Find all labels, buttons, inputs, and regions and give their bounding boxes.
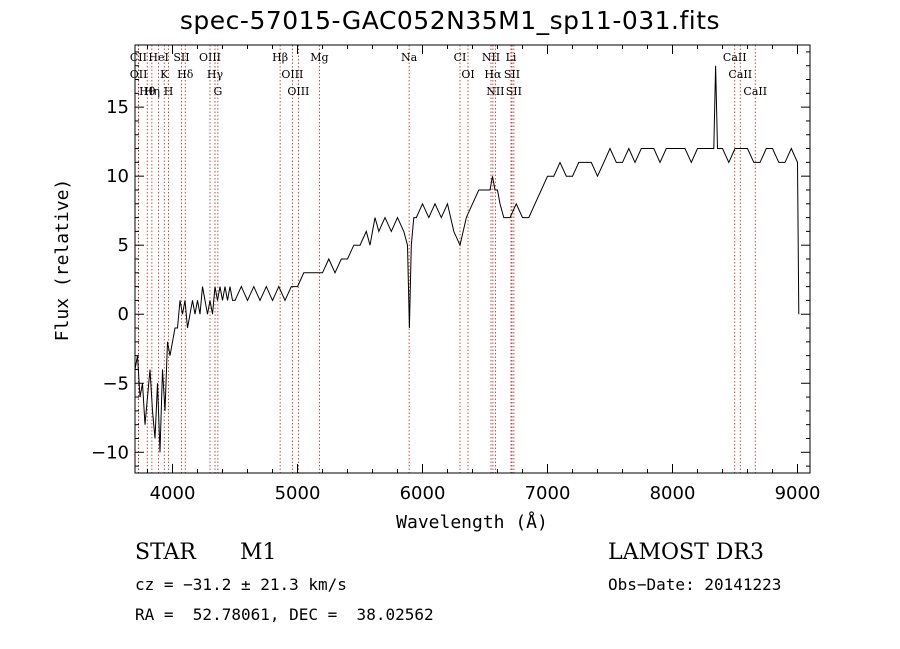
plot-frame — [134, 44, 811, 474]
x-tick-label: 4000 — [150, 483, 196, 504]
line-label: OIII — [287, 85, 309, 98]
line-label: Hα — [484, 68, 502, 81]
line-label: CII — [130, 51, 147, 64]
line-label: CaII — [728, 68, 752, 81]
line-label: Na — [401, 51, 418, 64]
line-label: CaII — [743, 85, 767, 98]
chart-title: spec-57015-GAC052N35M1_sp11-031.fits — [179, 6, 721, 35]
line-label: OII — [130, 68, 148, 81]
survey-name: LAMOST DR3 — [608, 540, 764, 565]
line-label: Hβ — [272, 51, 288, 64]
line-label: Hγ — [207, 68, 224, 81]
y-tick-label: 15 — [106, 97, 129, 118]
line-label: CI — [454, 51, 467, 64]
x-tick-label: 7000 — [525, 483, 571, 504]
line-label: H — [164, 85, 174, 98]
line-label: SII — [173, 51, 189, 64]
redshift-velocity: cz = −31.2 ± 21.3 km/s — [135, 575, 347, 594]
observation-date: Obs−Date: 20141223 — [608, 575, 782, 594]
line-label: NII — [482, 51, 500, 64]
line-label: Hδ — [177, 68, 194, 81]
y-tick-label: −10 — [91, 442, 129, 463]
x-tick-label: 6000 — [400, 483, 446, 504]
x-tick-label: 8000 — [650, 483, 696, 504]
y-tick-label: 0 — [118, 304, 129, 325]
flux-series-line — [134, 65, 800, 453]
x-axis-label: Wavelength (Å) — [396, 511, 548, 533]
line-label: Hη — [144, 85, 160, 98]
y-axis-label: Flux (relative) — [52, 179, 73, 342]
line-label: SII — [504, 68, 520, 81]
line-label: OIII — [199, 51, 221, 64]
x-tick-label: 5000 — [275, 483, 321, 504]
y-tick-label: −5 — [102, 373, 129, 394]
axes: 4000 5000 6000 7000 8000 9000 −10 −5 0 5 10 15 — [91, 45, 820, 504]
line-label: Hθ — [139, 85, 156, 98]
line-label: OIII — [281, 68, 303, 81]
y-tick-label: 5 — [118, 235, 129, 256]
line-label: NII — [486, 85, 504, 98]
emission-line-markers — [137, 45, 756, 473]
line-label: G — [213, 85, 222, 98]
line-label: K — [160, 68, 169, 81]
line-label: HeI — [148, 51, 168, 64]
object-subclass: M1 — [240, 540, 277, 565]
coordinates: RA = 52.78061, DEC = 38.02562 — [135, 605, 434, 624]
y-tick-label: 10 — [106, 166, 129, 187]
line-label: SII — [506, 85, 522, 98]
line-label: CaII — [723, 51, 747, 64]
object-type: STAR — [135, 540, 196, 565]
line-label: Li — [506, 51, 517, 64]
x-tick-label: 9000 — [775, 483, 821, 504]
line-label: Mg — [310, 51, 328, 64]
line-label: OI — [461, 68, 474, 81]
